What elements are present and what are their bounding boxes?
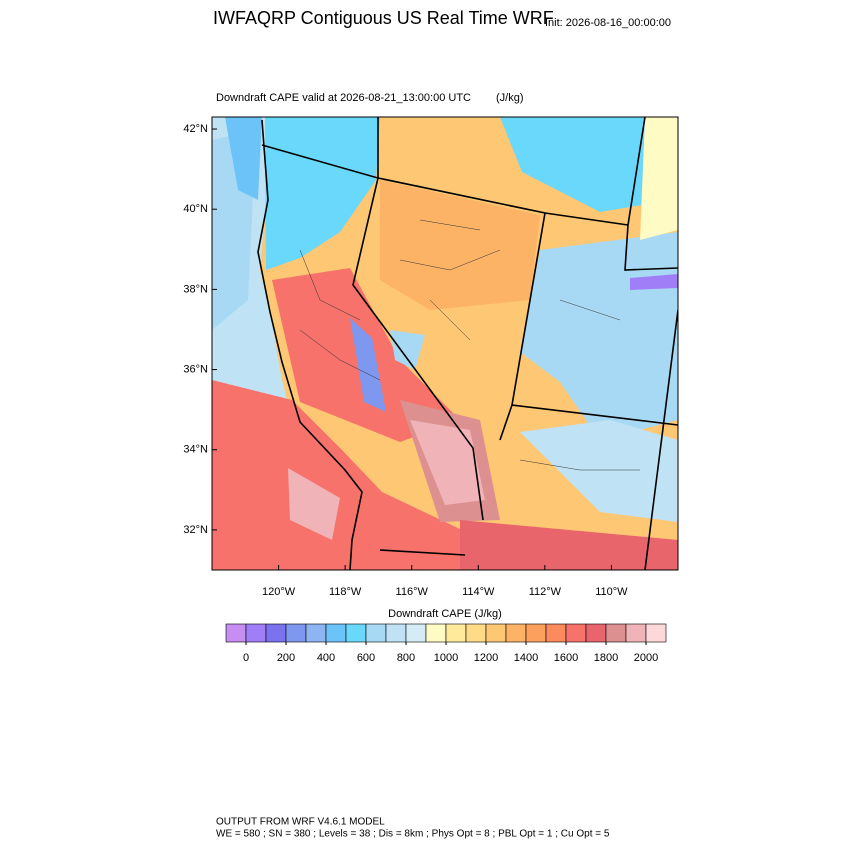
field-region [288, 468, 340, 540]
colorbar-box [645, 623, 667, 643]
lon-label: 116°W [396, 586, 429, 598]
colorbar-box [285, 623, 307, 643]
map-field [212, 117, 678, 570]
colorbar-label: 1400 [514, 652, 538, 664]
state-lines [257, 117, 678, 570]
colorbar-box [345, 623, 367, 643]
field-region [265, 117, 380, 270]
colorbar: 0 200 400 600 800 1000 1200 1400 1600 1800 2000 [225, 623, 667, 664]
colorbar-title: Downdraft CAPE (J/kg) [388, 608, 502, 620]
footer-line: OUTPUT FROM WRF V4.6.1 MODEL [216, 817, 385, 828]
plot-label: Downdraft CAPE valid at 2026-08-21_13:00… [216, 92, 471, 104]
lon-label: 114°W [462, 586, 495, 598]
county-lines [299, 219, 640, 471]
colorbar-box [305, 623, 327, 643]
colorbar-label: 800 [397, 652, 415, 664]
field-region [630, 274, 678, 290]
colorbar-box [525, 623, 547, 643]
lat-label: 42°N [183, 123, 208, 135]
colorbar-box [485, 623, 507, 643]
axes: 42°N 40°N 38°N 36°N 34°N 32°N 120°W 118°W 116°W 1… [183, 123, 628, 598]
colorbar-box [325, 623, 347, 643]
colorbar-box [625, 623, 647, 643]
colorbar-box [405, 623, 427, 643]
field-region [520, 420, 678, 522]
field-region [500, 117, 660, 212]
lat-label: 34°N [183, 444, 208, 456]
field-region [380, 180, 540, 310]
colorbar-label: 400 [317, 652, 335, 664]
colorbar-label: 200 [277, 652, 295, 664]
field-region [410, 420, 485, 505]
colorbar-box [585, 623, 607, 643]
colorbar-box [425, 623, 447, 643]
field-region [640, 117, 678, 240]
lon-label: 110°W [595, 586, 628, 598]
map-frame [211, 116, 679, 571]
colorbar-box [365, 623, 387, 643]
lon-label: 112°W [529, 586, 562, 598]
colorbar-label: 600 [357, 652, 375, 664]
title: IWFAQRP Contiguous US Real Time WRF [213, 8, 554, 28]
field-region [350, 318, 386, 412]
lat-label: 32°N [183, 524, 208, 536]
colorbar-box [605, 623, 627, 643]
lon-label: 118°W [329, 586, 362, 598]
colorbar-box [445, 623, 467, 643]
lat-label: 40°N [183, 203, 208, 215]
colorbar-box [385, 623, 407, 643]
colorbar-box [245, 623, 267, 643]
colorbar-box [545, 623, 567, 643]
lon-label: 120°W [262, 586, 296, 598]
colorbar-label: 2000 [634, 652, 658, 664]
colorbar-box [225, 623, 247, 643]
colorbar-label: 1800 [594, 652, 618, 664]
colorbar-box [565, 623, 587, 643]
colorbar-box [265, 623, 287, 643]
lat-label: 38°N [183, 283, 208, 295]
lat-label: 36°N [183, 363, 208, 375]
colorbar-label: 0 [243, 652, 249, 664]
field-region [225, 117, 262, 200]
field-region [212, 380, 472, 570]
colorbar-label: 1600 [554, 652, 578, 664]
colorbar-box [465, 623, 487, 643]
plot-units: (J/kg) [496, 92, 524, 104]
init-time: Init: 2026-08-16_00:00:00 [545, 17, 671, 29]
footer-line: WE = 580 ; SN = 380 ; Levels = 38 ; Dis … [216, 829, 610, 840]
colorbar-label: 1000 [434, 652, 458, 664]
colorbar-box [505, 623, 527, 643]
field-region [460, 520, 678, 570]
field-region [390, 330, 425, 370]
colorbar-label: 1200 [474, 652, 498, 664]
